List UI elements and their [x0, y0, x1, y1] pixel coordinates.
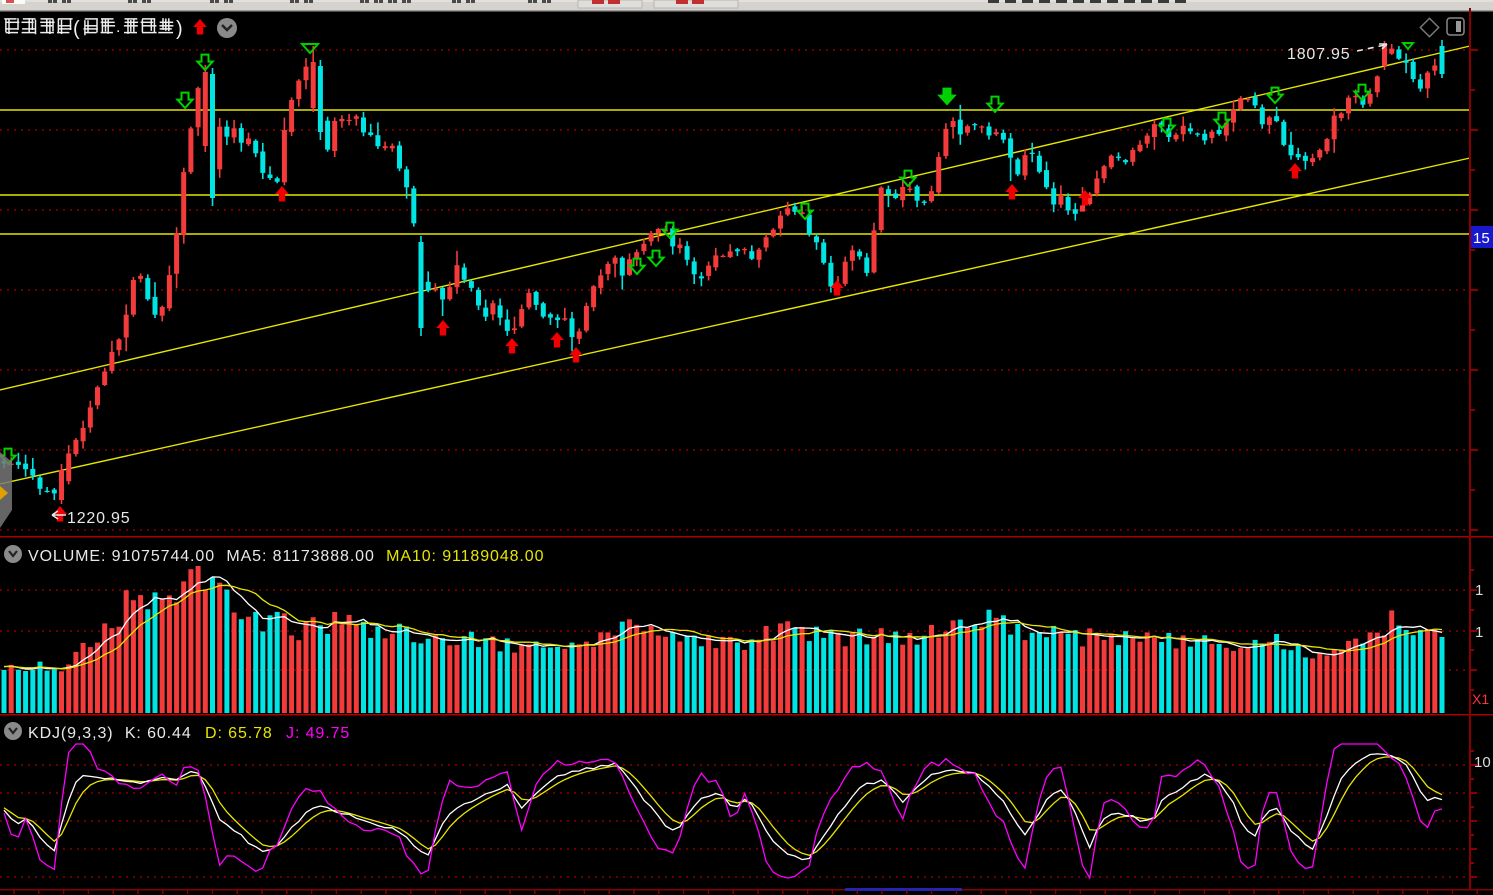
- svg-text:(: (: [73, 18, 80, 40]
- svg-text:VOLUME: 91075744.00 MA5: 81173: VOLUME: 91075744.00 MA5: 81173888.00 MA1…: [28, 548, 544, 565]
- svg-text:1807.95: 1807.95: [1287, 46, 1350, 63]
- svg-text:.: .: [116, 19, 120, 36]
- svg-text:): ): [176, 18, 183, 40]
- svg-text:15: 15: [1473, 230, 1490, 247]
- svg-text:KDJ(9,3,3) K: 60.44 D: 65.78 J: KDJ(9,3,3) K: 60.44 D: 65.78 J: 49.75: [28, 725, 350, 742]
- svg-text:X1: X1: [1472, 691, 1489, 707]
- svg-text:1: 1: [1475, 624, 1483, 641]
- svg-text:10: 10: [1474, 754, 1491, 771]
- svg-text:1: 1: [1475, 582, 1483, 599]
- svg-text:1220.95: 1220.95: [67, 510, 130, 527]
